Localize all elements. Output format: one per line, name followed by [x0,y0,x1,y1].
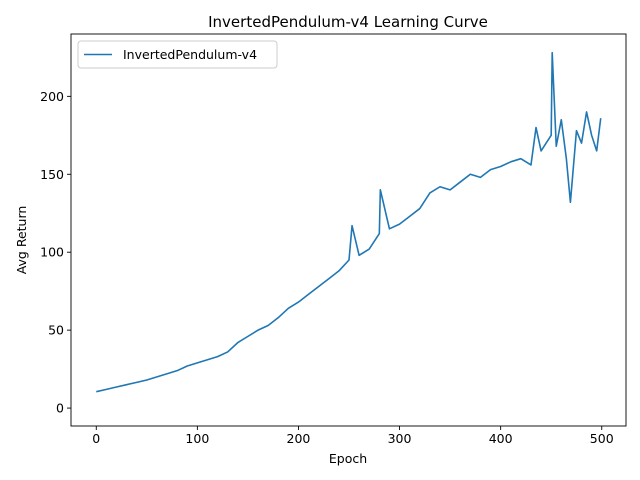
series-line-0 [96,51,602,393]
x-tick-label: 400 [489,431,513,446]
y-tick-label: 150 [40,167,64,182]
x-tick-label: 200 [287,431,311,446]
y-tick-label: 50 [48,323,64,338]
legend-box [77,40,278,69]
y-tick-label: 100 [40,245,64,260]
plot-frame [70,33,627,427]
y-tick-label: 200 [40,89,64,104]
plot-area: 0 100 200 300 400 500 0 50 100 150 200 InvertedPend… [40,33,627,446]
chart-title: InvertedPendulum-v4 Learning Curve [208,13,488,31]
y-tick-label: 0 [56,401,64,416]
x-tick-label: 0 [92,431,100,446]
x-tick-label: 300 [388,431,412,446]
legend-label: InvertedPendulum-v4 [123,47,257,62]
x-axis-label: Epoch [329,451,367,466]
y-axis-label: Avg Return [14,206,29,275]
x-tick-label: 500 [590,431,614,446]
x-tick-label: 100 [185,431,209,446]
